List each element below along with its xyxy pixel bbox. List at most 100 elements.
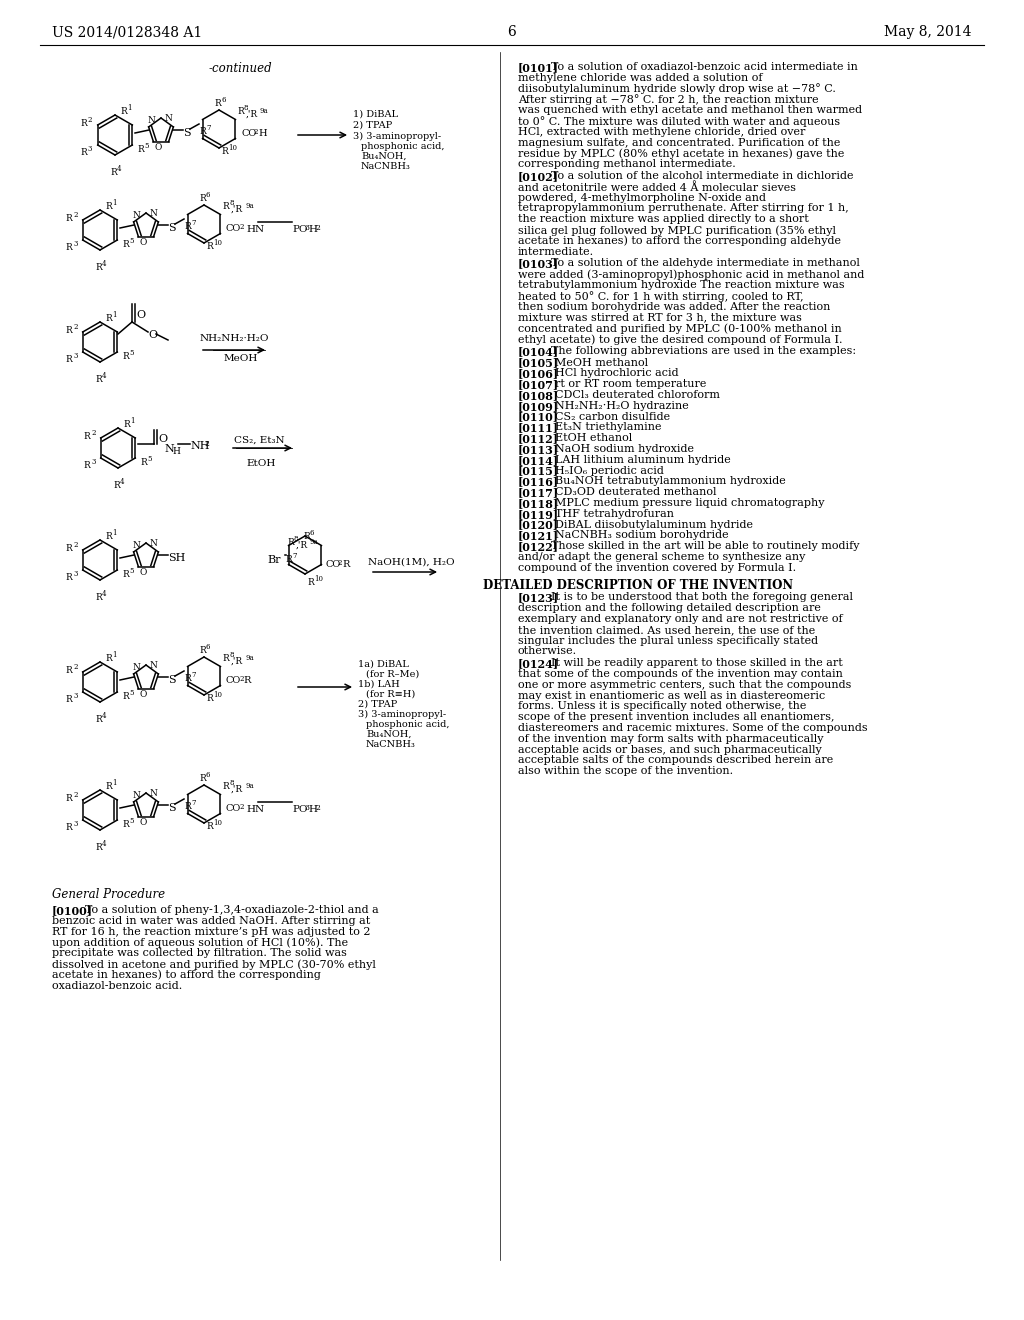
Text: [0101]: [0101] xyxy=(518,62,559,73)
Text: N: N xyxy=(150,209,157,218)
Text: R: R xyxy=(199,194,206,203)
Text: R: R xyxy=(80,119,87,128)
Text: H: H xyxy=(172,447,180,455)
Text: ,'R: ,'R xyxy=(246,110,258,119)
Text: 2: 2 xyxy=(73,541,78,549)
Text: precipitate was collected by filtration. The solid was: precipitate was collected by filtration.… xyxy=(52,948,347,958)
Text: 2: 2 xyxy=(239,675,244,682)
Text: R: R xyxy=(184,222,190,231)
Text: MPLC medium pressure liquid chromatography: MPLC medium pressure liquid chromatograp… xyxy=(555,498,824,508)
Text: R: R xyxy=(83,461,90,470)
Text: [0107]: [0107] xyxy=(518,379,559,391)
Text: [0113]: [0113] xyxy=(518,444,559,455)
Text: HN: HN xyxy=(246,805,264,814)
Text: magnesium sulfate, and concentrated. Purification of the: magnesium sulfate, and concentrated. Pur… xyxy=(518,137,841,148)
Text: 4: 4 xyxy=(102,840,106,847)
Text: R: R xyxy=(122,570,129,579)
Text: [0110]: [0110] xyxy=(518,412,559,422)
Text: R: R xyxy=(65,696,72,704)
Text: acceptable salts of the compounds described herein are: acceptable salts of the compounds descri… xyxy=(518,755,834,766)
Text: R: R xyxy=(65,326,72,335)
Text: R: R xyxy=(95,843,101,851)
Text: R: R xyxy=(122,820,129,829)
Text: 7: 7 xyxy=(191,671,196,678)
Text: N: N xyxy=(132,211,140,220)
Text: R: R xyxy=(214,99,221,108)
Text: N: N xyxy=(150,661,157,671)
Text: rt or RT room temperature: rt or RT room temperature xyxy=(555,379,707,389)
Text: 7: 7 xyxy=(206,124,211,132)
Text: [0115]: [0115] xyxy=(518,466,559,477)
Text: LAH lithium aluminum hydride: LAH lithium aluminum hydride xyxy=(555,455,731,465)
Text: 3: 3 xyxy=(91,458,95,466)
Text: and/or adapt the general scheme to synthesize any: and/or adapt the general scheme to synth… xyxy=(518,552,805,562)
Text: phosphonic acid,: phosphonic acid, xyxy=(361,143,444,150)
Text: 2: 2 xyxy=(315,224,319,232)
Text: O: O xyxy=(139,690,146,700)
Text: R: R xyxy=(206,822,213,832)
Text: [0123]: [0123] xyxy=(518,593,559,603)
Text: R: R xyxy=(113,480,120,490)
Text: corresponding methanol intermediate.: corresponding methanol intermediate. xyxy=(518,160,736,169)
Text: 1: 1 xyxy=(112,312,117,319)
Text: upon addition of aqueous solution of HCl (10%). The: upon addition of aqueous solution of HCl… xyxy=(52,937,348,948)
Text: After stirring at −78° C. for 2 h, the reaction mixture: After stirring at −78° C. for 2 h, the r… xyxy=(518,95,818,106)
Text: [0106]: [0106] xyxy=(518,368,559,379)
Text: methylene chloride was added a solution of: methylene chloride was added a solution … xyxy=(518,73,763,83)
Text: H: H xyxy=(308,805,317,814)
Text: 8: 8 xyxy=(229,199,233,207)
Text: were added (3-aminopropyl)phosphonic acid in methanol and: were added (3-aminopropyl)phosphonic aci… xyxy=(518,269,864,280)
Text: NH₂NH₂·H₂O hydrazine: NH₂NH₂·H₂O hydrazine xyxy=(555,401,689,411)
Text: dissolved in acetone and purified by MPLC (30-70% ethyl: dissolved in acetone and purified by MPL… xyxy=(52,960,376,970)
Text: RT for 16 h, the reaction mixture’s pH was adjusted to 2: RT for 16 h, the reaction mixture’s pH w… xyxy=(52,927,371,937)
Text: 4: 4 xyxy=(102,711,106,719)
Text: [0121]: [0121] xyxy=(518,531,559,541)
Text: R: R xyxy=(199,774,206,783)
Text: 2: 2 xyxy=(73,323,78,331)
Text: 2: 2 xyxy=(338,558,342,568)
Text: R: R xyxy=(221,147,227,156)
Text: R: R xyxy=(222,781,228,791)
Text: R: R xyxy=(285,554,292,564)
Text: 7: 7 xyxy=(191,799,196,807)
Text: then sodium borohydride was added. After the reaction: then sodium borohydride was added. After… xyxy=(518,301,830,312)
Text: 3: 3 xyxy=(88,145,92,153)
Text: 2: 2 xyxy=(91,429,95,437)
Text: Bu₄NOH tetrabutylammonium hydroxide: Bu₄NOH tetrabutylammonium hydroxide xyxy=(555,477,786,486)
Text: [0116]: [0116] xyxy=(518,477,559,487)
Text: ,'R: ,'R xyxy=(231,657,243,667)
Text: R: R xyxy=(95,375,101,384)
Text: CO: CO xyxy=(325,560,340,569)
Text: 8: 8 xyxy=(229,779,233,787)
Text: 2: 2 xyxy=(239,803,244,810)
Text: R: R xyxy=(206,694,213,704)
Text: benzoic acid in water was added NaOH. After stirring at: benzoic acid in water was added NaOH. Af… xyxy=(52,916,371,925)
Text: 6: 6 xyxy=(206,191,211,199)
Text: PO: PO xyxy=(292,224,307,234)
Text: DiBAL diisobutylaluminum hydride: DiBAL diisobutylaluminum hydride xyxy=(555,520,754,529)
Text: N: N xyxy=(164,114,172,123)
Text: [0119]: [0119] xyxy=(518,508,559,520)
Text: diisobutylaluminum hydride slowly drop wise at −78° C.: diisobutylaluminum hydride slowly drop w… xyxy=(518,83,836,95)
Text: [0104]: [0104] xyxy=(518,346,559,356)
Text: otherwise.: otherwise. xyxy=(518,647,578,656)
Text: 6: 6 xyxy=(206,771,211,779)
Text: compound of the invention covered by Formula I.: compound of the invention covered by For… xyxy=(518,562,796,573)
Text: 3: 3 xyxy=(73,692,78,700)
Text: 2: 2 xyxy=(88,116,92,124)
Text: R: R xyxy=(105,314,112,323)
Text: 4: 4 xyxy=(102,260,106,268)
Text: To a solution of the alcohol intermediate in dichloride: To a solution of the alcohol intermediat… xyxy=(551,172,854,181)
Text: ,'R: ,'R xyxy=(296,541,308,550)
Text: May 8, 2014: May 8, 2014 xyxy=(885,25,972,40)
Text: R: R xyxy=(95,593,101,602)
Text: 2: 2 xyxy=(239,223,244,231)
Text: [0108]: [0108] xyxy=(518,389,559,401)
Text: silica gel plug followed by MPLC purification (35% ethyl: silica gel plug followed by MPLC purific… xyxy=(518,224,836,235)
Text: R: R xyxy=(206,242,213,251)
Text: intermediate.: intermediate. xyxy=(518,247,594,256)
Text: R: R xyxy=(342,560,349,569)
Text: To a solution of the aldehyde intermediate in methanol: To a solution of the aldehyde intermedia… xyxy=(551,259,860,268)
Text: was quenched with ethyl acetate and methanol then warmed: was quenched with ethyl acetate and meth… xyxy=(518,106,862,115)
Text: ,'R: ,'R xyxy=(231,205,243,214)
